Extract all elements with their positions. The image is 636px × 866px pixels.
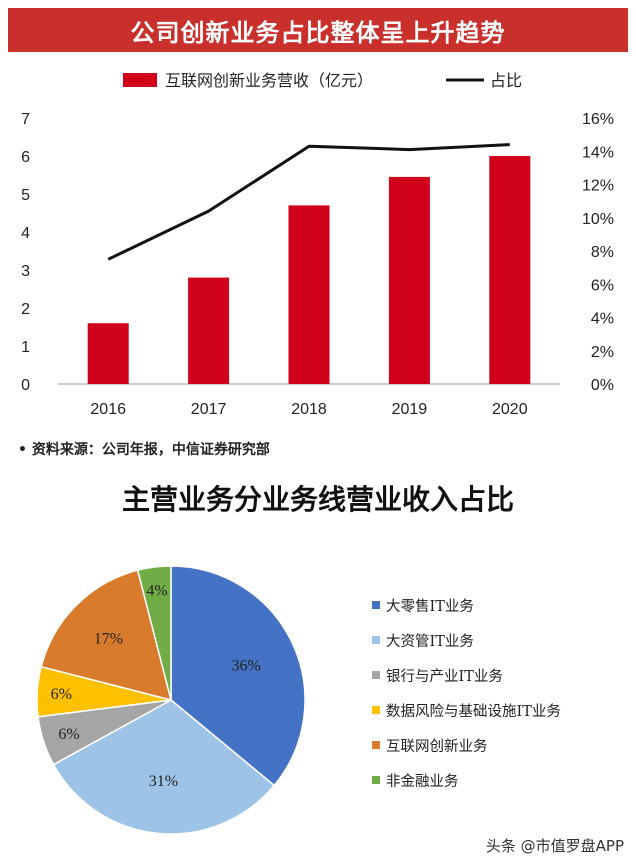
source-note: • 资料来源：公司年报，中信证券研究部 (18, 442, 270, 458)
watermark: 头条 @市值罗盘APP (485, 837, 624, 855)
pie-slice-label: 17% (94, 630, 123, 647)
pie-slice-2 (52, 699, 276, 835)
pie-slice-label: 36% (232, 658, 261, 675)
chart-banner-title: 公司创新业务占比整体呈上升趋势 (8, 8, 628, 52)
pie-legend-swatch (372, 741, 380, 749)
pie-slice-label: 31% (149, 773, 178, 790)
share-line (107, 143, 510, 261)
source-note-text: 资料来源：公司年报，中信证券研究部 (31, 442, 270, 458)
legend-swatch-revenue (123, 73, 157, 87)
pie-slice-3 (37, 699, 172, 766)
y-left-tick-label: 7 (21, 111, 30, 128)
y-right-tick-label: 14% (582, 144, 614, 161)
pie-legend-label: 数据风险与基础设施IT业务 (386, 703, 561, 720)
y-left-tick-label: 4 (21, 225, 30, 242)
y-right-tick-label: 6% (591, 277, 614, 294)
pie-legend-swatch (372, 671, 380, 679)
pie-legend-label: 大零售IT业务 (386, 598, 474, 615)
pie-legend-swatch (372, 636, 380, 644)
x-tick-label: 2018 (291, 401, 327, 418)
pie-slice-label: 6% (51, 686, 72, 703)
y-right-tick-label: 12% (582, 178, 614, 195)
pie-legend-label: 非金融业务 (386, 773, 459, 790)
pie-slice-4 (36, 665, 172, 718)
y-left-tick-label: 5 (21, 187, 30, 204)
pie-legend-label: 互联网创新业务 (386, 738, 488, 755)
pie-legend-swatch (372, 601, 380, 609)
bar-2019 (388, 176, 430, 384)
pie-slice-1 (170, 565, 306, 787)
bar-2020 (489, 156, 531, 384)
pie-slice-label: 6% (58, 726, 79, 743)
y-right-tick-label: 2% (591, 344, 614, 361)
bar-2017 (188, 277, 230, 384)
x-tick-label: 2019 (392, 401, 428, 418)
y-right-tick-label: 0% (591, 377, 614, 394)
y-left-tick-label: 0 (21, 377, 30, 394)
y-right-tick-label: 4% (591, 311, 614, 328)
pie-slice-6 (136, 565, 172, 701)
y-left-tick-label: 1 (21, 339, 30, 356)
y-right-tick-label: 16% (582, 111, 614, 128)
pie-legend-label: 大资管IT业务 (386, 633, 474, 650)
y-right-tick-label: 10% (582, 211, 614, 228)
y-right-tick-label: 8% (591, 244, 614, 261)
legend-label-share: 占比 (490, 71, 522, 90)
combo-chart: 互联网创新业务营收（亿元） 占比 0 1 2 3 4 5 6 7 0% 2% 4% 6% 8% 10% 12% 1… (21, 71, 614, 418)
pie-slice-label: 4% (146, 583, 167, 600)
y-left-tick-label: 6 (21, 149, 30, 166)
bar-2016 (87, 323, 129, 384)
pie-legend-swatch (372, 706, 380, 714)
pie-title: 主营业务分业务线营业收入占比 (121, 483, 514, 516)
pie-slice-5 (40, 569, 173, 702)
y-left-tick-label: 3 (21, 263, 30, 280)
legend-label-revenue: 互联网创新业务营收（亿元） (165, 71, 373, 90)
y-left-tick-label: 2 (21, 301, 30, 318)
pie-legend-swatch (372, 776, 380, 784)
bar-2018 (288, 205, 330, 384)
x-tick-label: 2017 (191, 401, 227, 418)
x-tick-label: 2020 (492, 401, 528, 418)
pie-legend-label: 银行与产业IT业务 (386, 668, 503, 685)
x-tick-label: 2016 (90, 401, 126, 418)
